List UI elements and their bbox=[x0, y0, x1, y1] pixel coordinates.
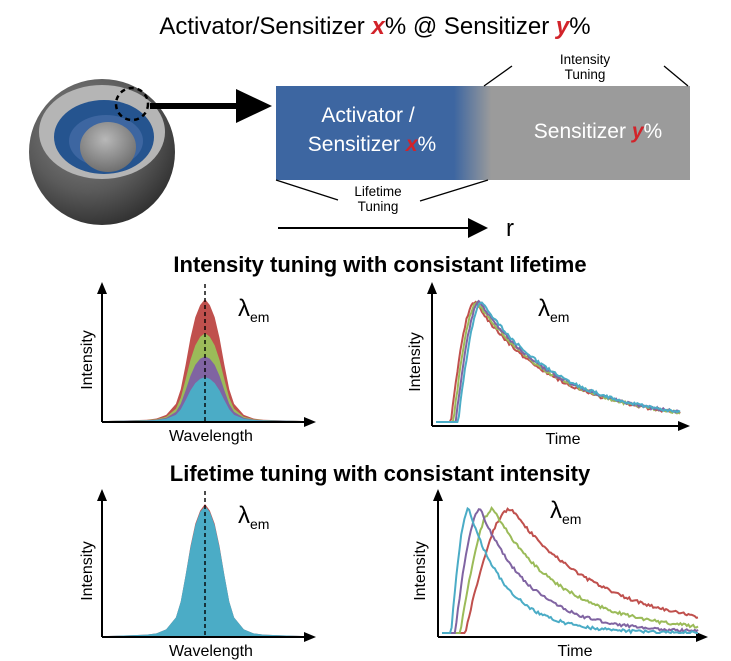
lifetime-tuning-bracket bbox=[275, 179, 489, 202]
layer-bar bbox=[276, 86, 690, 180]
y-axis-label: Intensity bbox=[407, 332, 424, 392]
decay-series-3 bbox=[436, 301, 681, 423]
y-axis-arrowhead bbox=[433, 489, 443, 501]
lambda-em-annotation: λem bbox=[550, 497, 581, 527]
zoom-region-marker bbox=[114, 86, 150, 122]
intensity-decay-chart: Intensity Time λem bbox=[407, 282, 690, 448]
y-axis-arrowhead bbox=[97, 489, 107, 501]
lambda-em-annotation: λem bbox=[238, 295, 269, 325]
lifetime-tuning-label-1: Lifetime bbox=[354, 184, 401, 199]
intensity-tuning-bracket bbox=[483, 65, 689, 87]
x-axis-arrowhead bbox=[678, 421, 690, 431]
activator-sensitizer-label: Sensitizer x% bbox=[308, 133, 436, 156]
intensity-tuning-label-2: Tuning bbox=[565, 67, 606, 82]
section-intensity-title: Intensity tuning with consistant lifetim… bbox=[173, 252, 586, 277]
lifetime-decay-chart: Intensity Time λem bbox=[412, 489, 708, 660]
y-axis-arrowhead bbox=[427, 282, 437, 294]
x-axis-label: Time bbox=[558, 643, 593, 660]
x-axis-arrowhead bbox=[304, 417, 316, 427]
intensity-tuning-label-1: Intensity bbox=[560, 52, 611, 67]
lifetime-tuning-label-2: Tuning bbox=[358, 199, 399, 214]
decay-series-0 bbox=[442, 507, 699, 634]
x-axis-label: Wavelength bbox=[169, 428, 253, 445]
x-axis-label: Wavelength bbox=[169, 643, 253, 660]
sensitizer-label: Sensitizer y% bbox=[534, 120, 662, 143]
y-axis-arrowhead bbox=[97, 282, 107, 294]
lambda-em-annotation: λem bbox=[238, 502, 269, 532]
zoom-arrow-head bbox=[236, 89, 272, 123]
radius-label: r bbox=[506, 215, 514, 242]
section-lifetime-title: Lifetime tuning with consistant intensit… bbox=[170, 461, 591, 486]
y-axis-label: Intensity bbox=[412, 541, 429, 601]
lifetime-spectrum-chart: Intensity Wavelength λem bbox=[79, 489, 316, 660]
x-axis-arrowhead bbox=[304, 632, 316, 642]
y-axis-label: Intensity bbox=[79, 330, 96, 390]
activator-label: Activator / bbox=[321, 104, 415, 127]
x-axis-label: Time bbox=[546, 431, 581, 448]
nanoparticle-sphere bbox=[29, 79, 175, 225]
figure-title: Activator/Sensitizer x% @ Sensitizer y% bbox=[159, 13, 590, 40]
decay-series-3 bbox=[442, 506, 698, 635]
lambda-em-annotation: λem bbox=[538, 295, 569, 325]
decay-series-2 bbox=[436, 299, 681, 423]
y-axis-label: Intensity bbox=[79, 541, 96, 601]
decay-series-2 bbox=[442, 508, 699, 634]
intensity-spectrum-chart: Intensity Wavelength λem bbox=[79, 282, 316, 445]
x-axis-arrowhead bbox=[696, 632, 708, 642]
